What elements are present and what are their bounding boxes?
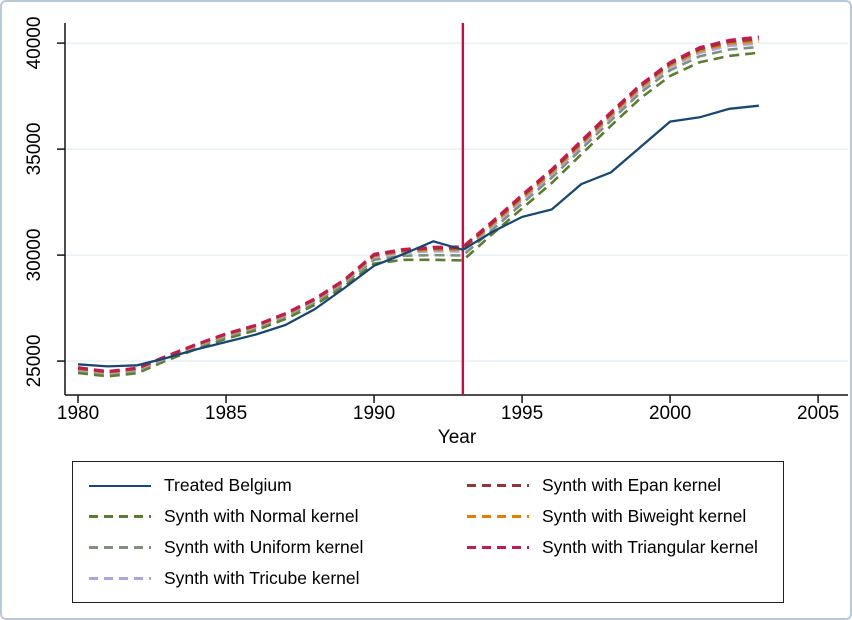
legend-label-uniform: Synth with Uniform kernel (164, 537, 364, 557)
legend-item-biweight: Synth with Biweight kernel (467, 501, 779, 532)
legend-label-triangular: Synth with Triangular kernel (542, 537, 758, 557)
legend-line-sample-triangular (467, 546, 529, 549)
legend-label-tricube: Synth with Tricube kernel (164, 568, 360, 588)
x-tick-label: 2005 (796, 403, 840, 424)
legend-line-sample-epan (467, 484, 529, 487)
legend-item-uniform: Synth with Uniform kernel (89, 532, 467, 563)
legend-label-biweight: Synth with Biweight kernel (542, 506, 747, 526)
x-tick-label: 1990 (352, 403, 396, 424)
legend-line-sample-treated (89, 484, 151, 487)
series-line-epan (77, 37, 760, 374)
legend-label-epan: Synth with Epan kernel (542, 475, 721, 495)
x-tick-label: 1995 (500, 403, 544, 424)
legend: Treated Belgium Synth with Normal kernel S… (72, 461, 784, 603)
y-tick-label: 35000 (24, 122, 45, 176)
y-tick-label: 30000 (24, 228, 45, 282)
legend-line-sample-normal (89, 515, 151, 518)
x-tick-label: 1985 (204, 403, 248, 424)
plot-area (57, 23, 848, 403)
series-line-tricube (77, 42, 759, 375)
legend-item-normal: Synth with Normal kernel (89, 501, 467, 532)
legend-label-normal: Synth with Normal kernel (164, 506, 359, 526)
series-line-treated (77, 104, 760, 368)
series-line-uniform (77, 45, 760, 376)
legend-item-triangular: Synth with Triangular kernel (467, 532, 779, 563)
legend-item-tricube: Synth with Tricube kernel (89, 563, 467, 594)
legend-label-treated: Treated Belgium (164, 475, 292, 495)
x-tick-label: 2000 (648, 403, 692, 424)
x-tick-label: 1980 (56, 403, 100, 424)
legend-line-sample-tricube (89, 577, 151, 580)
series-line-biweight (77, 40, 759, 374)
series-line-normal (77, 51, 760, 378)
y-tick-label: 40000 (24, 16, 45, 70)
x-axis-title: Year (437, 427, 477, 448)
series-line-triangular (77, 35, 760, 373)
legend-item-epan: Synth with Epan kernel (467, 470, 779, 501)
legend-line-sample-biweight (467, 515, 529, 518)
legend-item-treated: Treated Belgium (89, 470, 467, 501)
y-tick-label: 25000 (24, 334, 45, 388)
legend-line-sample-uniform (89, 546, 151, 549)
